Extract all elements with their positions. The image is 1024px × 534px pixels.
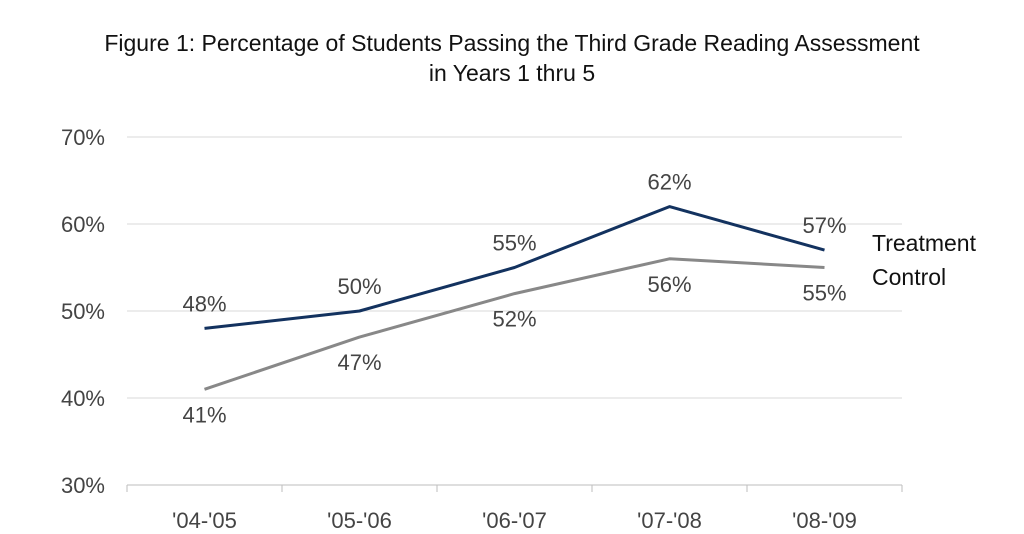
- chart-title-line-1: Figure 1: Percentage of Students Passing…: [104, 30, 920, 56]
- x-tick-label: '06-'07: [482, 508, 547, 533]
- y-tick-label: 50%: [61, 299, 105, 324]
- data-label-control: 41%: [182, 402, 226, 427]
- y-tick-label: 30%: [61, 473, 105, 498]
- chart-title-line-2: in Years 1 thru 5: [428, 60, 596, 86]
- x-tick-label: '05-'06: [327, 508, 392, 533]
- data-label-treatment: 55%: [492, 231, 536, 256]
- data-label-treatment: 62%: [647, 170, 691, 195]
- data-label-treatment: 48%: [182, 291, 226, 316]
- data-label-control: 56%: [647, 272, 691, 297]
- legend-treatment: Treatment: [872, 230, 977, 256]
- y-tick-label: 70%: [61, 125, 105, 150]
- x-tick-label: '04-'05: [172, 508, 237, 533]
- x-tick-label: '08-'09: [792, 508, 857, 533]
- data-label-treatment: 50%: [337, 274, 381, 299]
- data-label-control: 47%: [337, 350, 381, 375]
- data-label-control: 52%: [492, 307, 536, 332]
- y-tick-label: 60%: [61, 212, 105, 237]
- series-line-control: [204, 257, 825, 391]
- legend-control: Control: [872, 264, 946, 290]
- data-label-treatment: 57%: [802, 213, 846, 238]
- data-label-control: 55%: [802, 281, 846, 306]
- x-tick-label: '07-'08: [637, 508, 702, 533]
- chart-title: Figure 1: Percentage of Students Passing…: [0, 28, 1024, 88]
- series-line-treatment: [204, 205, 825, 330]
- y-tick-label: 40%: [61, 386, 105, 411]
